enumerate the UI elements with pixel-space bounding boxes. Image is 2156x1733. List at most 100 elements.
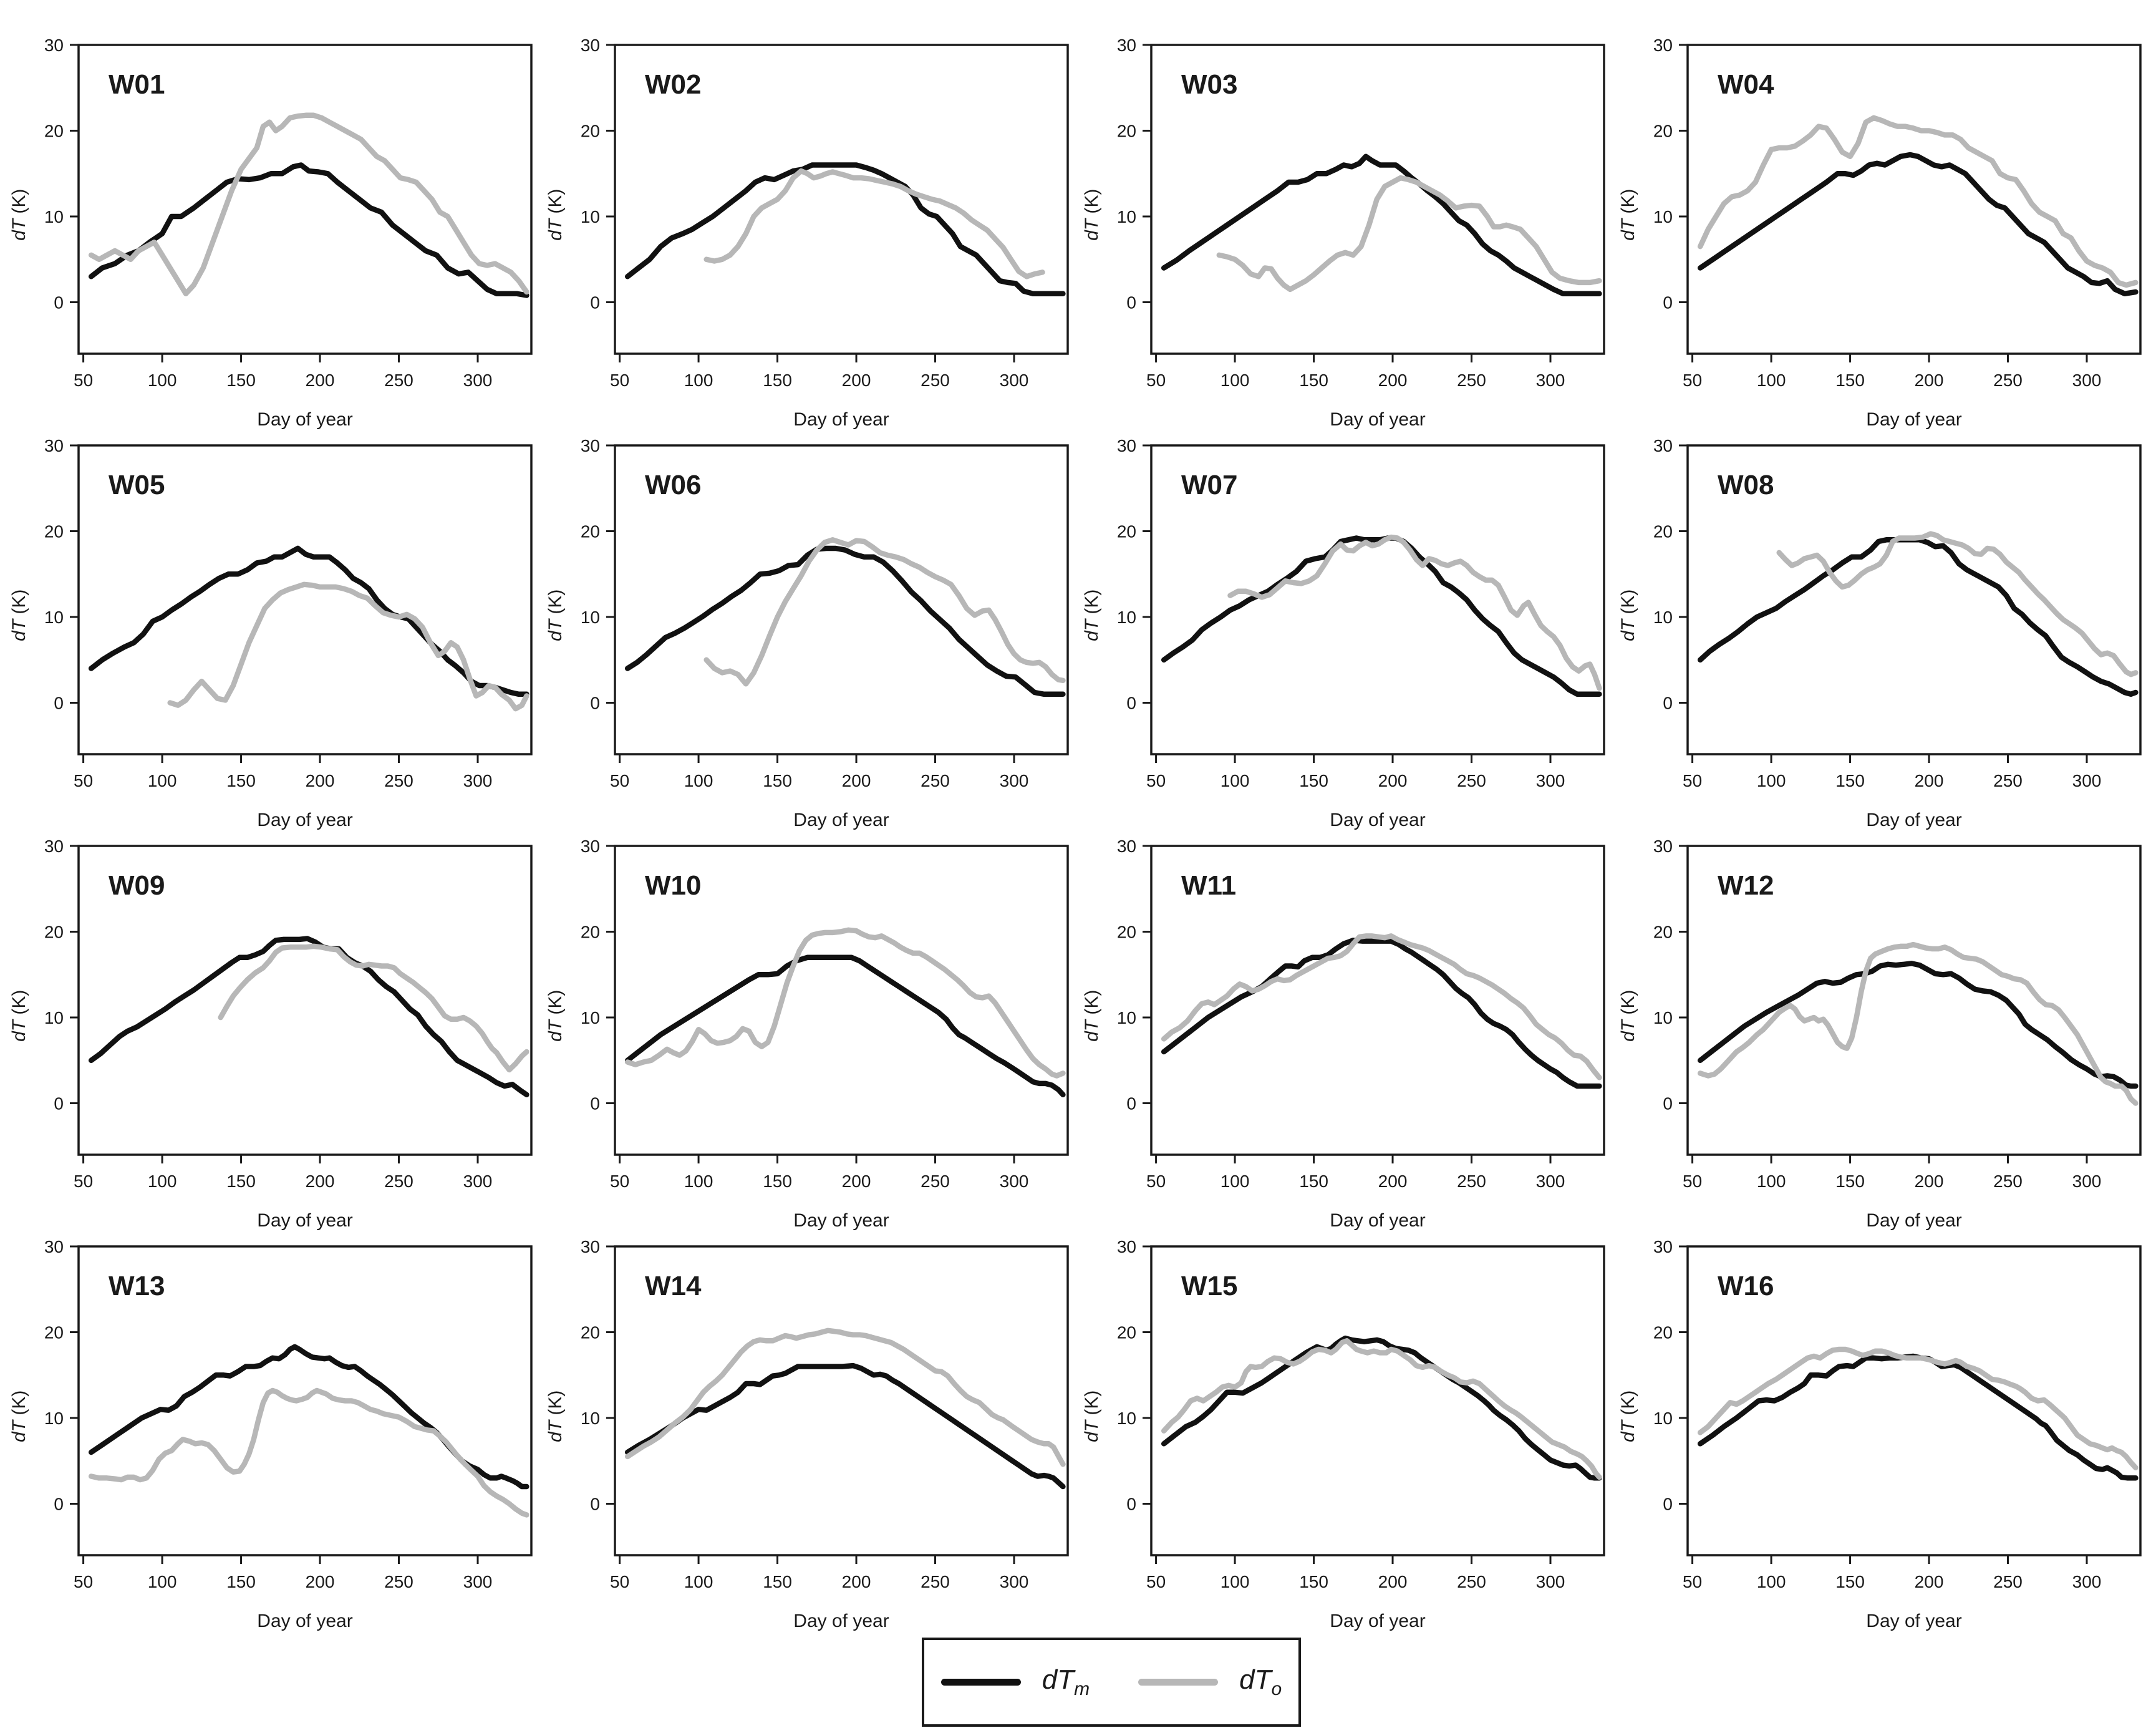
x-tick-label: 300 <box>463 771 493 790</box>
x-tick-label: 200 <box>306 371 335 390</box>
y-tick-label: 20 <box>1117 122 1136 141</box>
y-tick-label: 30 <box>581 1237 600 1256</box>
x-tick-label: 300 <box>2072 1172 2102 1191</box>
series-dTm <box>1697 961 2139 1089</box>
x-tick-label: 150 <box>226 371 256 390</box>
plot-box <box>77 1245 533 1556</box>
x-tick-label: 150 <box>1299 371 1328 390</box>
x-tick-label: 50 <box>610 1172 629 1191</box>
y-tick-label: 30 <box>1117 1237 1136 1256</box>
series-dTo <box>1697 1346 2139 1471</box>
panel-w09: 0 10 20 30 50 100 150 200 250 300 dT (K) Day of yea… <box>9 837 533 1231</box>
y-tick-label: 10 <box>581 1008 600 1027</box>
panel-w10: 0 10 20 30 50 100 150 200 250 300 dT (K) Day of yea… <box>545 837 1069 1231</box>
x-tick-label: 250 <box>384 1572 413 1591</box>
x-axis-label: Day of year <box>1866 1611 1961 1631</box>
y-tick-label: 0 <box>1663 1094 1673 1114</box>
x-tick-label: 100 <box>1221 1172 1250 1191</box>
y-tick-label: 0 <box>54 694 64 713</box>
x-tick-label: 150 <box>1835 1572 1865 1591</box>
series-dTm <box>88 545 529 697</box>
y-tick-label: 10 <box>44 207 64 226</box>
x-tick-label: 150 <box>1835 371 1865 390</box>
y-axis-label: dT (K) <box>1081 1391 1102 1442</box>
y-tick-label: 0 <box>590 293 600 313</box>
x-axis-label: Day of year <box>1330 409 1425 430</box>
x-tick-label: 50 <box>74 371 93 390</box>
y-tick-label: 20 <box>581 122 600 141</box>
x-axis-label: Day of year <box>1866 810 1961 830</box>
panel-w13: 0 10 20 30 50 100 150 200 250 300 dT (K) Day of yea… <box>9 1237 533 1631</box>
x-tick-label: 150 <box>763 371 792 390</box>
series-dTo <box>624 1328 1066 1467</box>
x-axis-label: Day of year <box>1330 1611 1425 1631</box>
panel-title: W13 <box>109 1271 165 1301</box>
y-axis-label: dT (K) <box>9 990 29 1042</box>
legend-item-dTm: dTm <box>940 1664 1090 1700</box>
y-tick-label: 10 <box>44 1008 64 1027</box>
series-dTm <box>624 954 1066 1098</box>
panel-title: W07 <box>1181 470 1237 500</box>
panel-title: W02 <box>645 69 701 100</box>
series-dTo <box>1216 175 1602 293</box>
plot-box <box>614 1245 1069 1556</box>
x-tick-label: 250 <box>1993 771 2023 790</box>
x-tick-label: 250 <box>384 371 413 390</box>
y-tick-label: 20 <box>581 1323 600 1342</box>
y-tick-label: 30 <box>44 1237 64 1256</box>
x-tick-label: 100 <box>1757 371 1786 390</box>
panel-w03: 0 10 20 30 50 100 150 200 250 300 dT (K) Day of yea… <box>1081 36 1605 430</box>
x-tick-label: 250 <box>1993 1172 2023 1191</box>
x-tick-label: 150 <box>763 1572 792 1591</box>
y-tick-label: 30 <box>44 36 64 55</box>
y-tick-label: 30 <box>44 837 64 856</box>
y-tick-label: 30 <box>581 837 600 856</box>
y-tick-label: 20 <box>1117 522 1136 541</box>
series-dTm <box>1161 153 1602 297</box>
y-tick-label: 10 <box>1117 608 1136 627</box>
y-tick-label: 0 <box>1126 694 1136 713</box>
plot-box <box>1150 1245 1605 1556</box>
y-tick-label: 10 <box>1117 1008 1136 1027</box>
x-tick-label: 150 <box>226 771 256 790</box>
y-tick-label: 20 <box>44 923 64 942</box>
x-tick-label: 200 <box>842 1572 871 1591</box>
panel-w14: 0 10 20 30 50 100 150 200 250 300 dT (K) Day of yea… <box>545 1237 1069 1631</box>
series-dTo <box>1161 933 1602 1080</box>
series-dTm <box>88 162 529 298</box>
y-tick-label: 0 <box>590 1094 600 1114</box>
x-tick-label: 100 <box>148 1572 177 1591</box>
y-tick-label: 0 <box>1663 1495 1673 1514</box>
series-dTo <box>703 537 1066 687</box>
x-tick-label: 300 <box>1000 1172 1029 1191</box>
y-tick-label: 20 <box>44 1323 64 1342</box>
series-dTo <box>624 927 1066 1079</box>
panel-title: W16 <box>1718 1271 1774 1301</box>
x-tick-label: 300 <box>463 371 493 390</box>
y-tick-label: 20 <box>1117 1323 1136 1342</box>
x-tick-label: 100 <box>684 371 713 390</box>
y-tick-label: 10 <box>581 608 600 627</box>
panel-w01: 0 10 20 30 50 100 150 200 250 300 dT (K) Day of yea… <box>9 36 533 430</box>
y-tick-label: 10 <box>1117 207 1136 226</box>
y-axis-label: dT (K) <box>1618 1391 1638 1442</box>
plot-box <box>77 444 533 755</box>
panel-title: W03 <box>1181 69 1237 100</box>
series-dTo <box>167 581 529 712</box>
y-tick-label: 20 <box>44 122 64 141</box>
x-tick-label: 100 <box>684 771 713 790</box>
y-tick-label: 0 <box>1663 293 1673 313</box>
series-dTo <box>1697 115 2139 288</box>
x-tick-label: 250 <box>1457 1572 1486 1591</box>
y-axis-label: dT (K) <box>9 590 29 641</box>
x-tick-label: 300 <box>1536 371 1565 390</box>
y-tick-label: 10 <box>1653 608 1673 627</box>
panel-title: W09 <box>109 870 165 901</box>
y-tick-label: 20 <box>1653 1323 1673 1342</box>
x-tick-label: 100 <box>148 1172 177 1191</box>
x-tick-label: 250 <box>1993 371 2023 390</box>
x-tick-label: 50 <box>1146 771 1166 790</box>
panel-w12: 0 10 20 30 50 100 150 200 250 300 dT (K) Day of yea… <box>1618 837 2142 1231</box>
x-tick-label: 250 <box>1457 771 1486 790</box>
x-tick-label: 300 <box>1000 771 1029 790</box>
